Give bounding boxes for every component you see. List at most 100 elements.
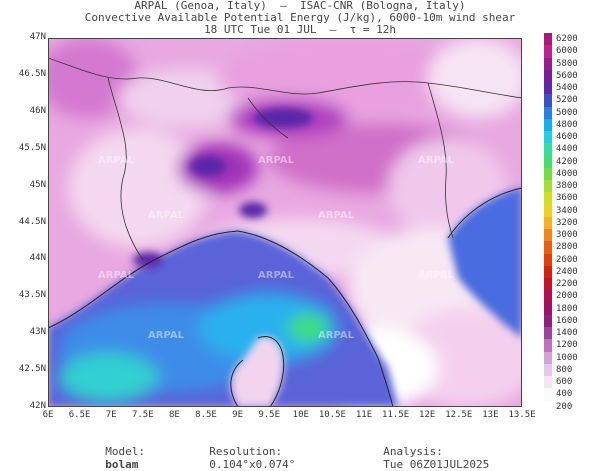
colorbar-swatch — [544, 45, 552, 58]
colorbar-swatch — [544, 33, 552, 46]
longitude-tick-label: 6E — [42, 410, 54, 420]
footer-analysis: Analysis: Tue 06Z01JUL2025 — [370, 432, 489, 471]
colorbar-swatch — [544, 363, 552, 377]
colorbar-tick-label: 2200 — [556, 279, 578, 290]
colorbar-tick-label: 2800 — [556, 242, 578, 253]
map-frame — [48, 38, 522, 407]
analysis-value: Tue 06Z01JUL2025 — [383, 458, 490, 471]
sea-high-cape — [58, 293, 338, 403]
longitude-tick-label: 8E — [168, 410, 180, 420]
latitude-tick-label: 45N — [29, 179, 46, 190]
map-header: ARPAL (Genoa, Italy) – ISAC-CNR (Bologna… — [0, 0, 600, 36]
colorbar-swatch — [544, 57, 552, 71]
colorbar-tick-label: 5400 — [556, 83, 578, 94]
country-borders — [48, 57, 522, 261]
watermark-text: ARPAL — [258, 270, 295, 281]
colorbar-tick-label: 200 — [556, 401, 573, 412]
longitude-tick-label: 12.5E — [445, 410, 473, 420]
colorbar-tick-label: 4800 — [556, 119, 578, 130]
colorbar-swatch — [544, 131, 552, 144]
colorbar-swatch — [544, 339, 552, 353]
header-line-3: 18 UTC Tue 01 JUL – τ = 12h — [203, 23, 397, 36]
adriatic-cape-field — [448, 188, 522, 338]
longitude-tick-label: 13.5E — [508, 410, 536, 420]
colorbar-swatch — [544, 82, 552, 95]
colorbar-swatch — [544, 290, 552, 304]
colorbar-tick-label: 800 — [556, 364, 573, 375]
watermark-text: ARPAL — [148, 330, 185, 341]
colorbar-tick-label: 600 — [556, 377, 573, 388]
colorbar-swatch — [544, 94, 552, 108]
watermarks: ARPAL ARPAL ARPAL ARPAL ARPAL ARPAL ARPA… — [98, 155, 455, 341]
colorbar-swatch — [544, 216, 552, 230]
analysis-label: Analysis: — [383, 445, 443, 458]
colorbar-tick-label: 5800 — [556, 58, 578, 69]
watermark-text: ARPAL — [148, 210, 185, 221]
resolution-value: 0.104°x0.074° — [209, 458, 296, 471]
latitude-tick-label: 43N — [29, 327, 46, 338]
watermark-text: ARPAL — [98, 155, 135, 166]
colorbar-tick-label: 3800 — [556, 181, 578, 192]
colorbar-tick-label: 3200 — [556, 217, 578, 228]
colorbar-tick-label: 4000 — [556, 168, 578, 179]
latitude-tick-label: 44.5N — [18, 216, 46, 227]
latitude-tick-label: 42N — [29, 401, 46, 411]
colorbar-swatch — [544, 388, 552, 402]
latitude-tick-label: 43.5N — [18, 290, 46, 301]
latitude-tick-label: 46.5N — [18, 68, 46, 79]
header-line-1: ARPAL (Genoa, Italy) – ISAC-CNR (Bologna… — [134, 0, 466, 12]
colorbar-swatch — [544, 229, 552, 242]
colorbar-swatch — [544, 69, 552, 83]
colorbar-tick-label: 4600 — [556, 132, 578, 143]
latitude-tick-label: 46N — [29, 105, 46, 116]
longitude-tick-label: 10.5E — [318, 410, 346, 420]
latitude-tick-label: 42.5N — [18, 364, 46, 375]
colorbar-tick-label: 2600 — [556, 254, 578, 265]
colorbar-tick-label: 3000 — [556, 230, 578, 241]
colorbar-tick-label: 6200 — [556, 34, 578, 44]
model-value: bolam — [105, 458, 139, 471]
header-line-2: Convective Available Potential Energy (J… — [84, 11, 516, 24]
colorbar-tick-label: 6000 — [556, 46, 578, 57]
latitude-tick-label: 44N — [29, 253, 46, 264]
colorbar-swatch — [544, 167, 552, 181]
colorbar-swatch — [544, 253, 552, 267]
longitude-tick-label: 11E — [355, 410, 373, 420]
colorbar-tick-label: 1400 — [556, 328, 578, 339]
colorbar-tick-label: 1000 — [556, 352, 578, 363]
watermark-text: ARPAL — [318, 330, 355, 341]
model-label: Model: — [105, 445, 145, 458]
longitude-tick-label: 10E — [292, 410, 309, 420]
watermark-text: ARPAL — [258, 155, 295, 166]
colorbar-tick-label: 3600 — [556, 193, 578, 204]
colorbar-swatch — [544, 118, 552, 132]
colorbar-tick-label: 2400 — [556, 266, 578, 277]
colorbar-swatch — [544, 278, 552, 291]
colorbar-swatch — [544, 314, 552, 328]
colorbar-tick-label: 2000 — [556, 291, 578, 302]
colorbar-tick-label: 5000 — [556, 107, 578, 118]
latitude-tick-label: 45.5N — [18, 142, 46, 153]
colorbar-swatch — [544, 351, 552, 365]
colorbar-tick-label: 5200 — [556, 95, 578, 106]
colorbar-swatch — [544, 106, 552, 120]
colorbar-tick-label: 3400 — [556, 205, 578, 216]
colorbar-swatch — [544, 180, 552, 193]
watermark-text: ARPAL — [418, 270, 455, 281]
map-svg: ARPAL ARPAL ARPAL ARPAL ARPAL ARPAL ARPA… — [48, 38, 522, 407]
colorbar-tick-label: 1800 — [556, 303, 578, 314]
longitude-tick-label: 9.5E — [258, 410, 281, 420]
longitude-tick-label: 11.5E — [382, 410, 410, 420]
po-valley-cells — [133, 108, 313, 268]
colorbar-tick-label: 4400 — [556, 144, 578, 155]
watermark-text: ARPAL — [418, 155, 455, 166]
longitude-tick-label: 8.5E — [195, 410, 217, 420]
longitude-tick-label: 13E — [482, 410, 499, 420]
watermark-text: ARPAL — [318, 210, 355, 221]
colorbar-swatch — [544, 143, 552, 157]
colorbar-swatch — [544, 376, 552, 389]
longitude-tick-label: 9E — [232, 410, 244, 420]
colorbar-tick-label: 1200 — [556, 340, 578, 351]
watermark-text: ARPAL — [98, 270, 135, 281]
colorbar-swatch — [544, 327, 552, 340]
